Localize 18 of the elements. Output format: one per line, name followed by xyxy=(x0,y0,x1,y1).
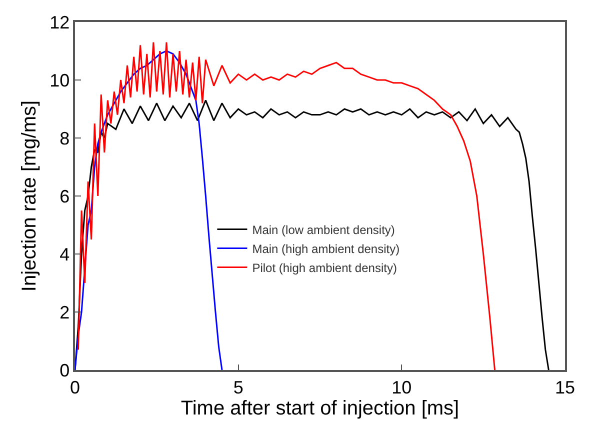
y-tick-label: 8 xyxy=(60,128,70,148)
y-tick-label: 10 xyxy=(50,70,70,90)
x-tick-label: 15 xyxy=(554,377,576,398)
line-series xyxy=(75,50,223,370)
legend-label: Main (high ambient density) xyxy=(252,242,400,256)
line-series xyxy=(75,100,550,370)
y-axis-title: Injection rate [mg/ms] xyxy=(18,100,41,292)
x-axis-title: Time after start of injection [ms] xyxy=(180,397,460,420)
y-tick-label: 0 xyxy=(60,360,70,380)
y-tick-label: 6 xyxy=(60,186,70,206)
x-tick-label: 10 xyxy=(392,377,412,398)
x-tick-label: 5 xyxy=(233,377,244,398)
legend-label: Main (low ambient density) xyxy=(252,222,395,237)
y-tick-label: 4 xyxy=(60,244,70,264)
line-series xyxy=(78,42,496,370)
legend-label: Pilot (high ambient density) xyxy=(252,260,397,275)
y-tick-label: 2 xyxy=(60,302,70,322)
y-tick-label: 12 xyxy=(50,12,70,32)
